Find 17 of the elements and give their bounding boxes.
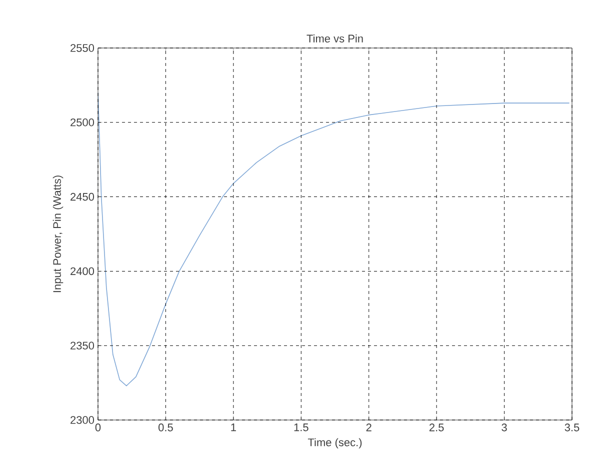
y-tick-label: 2350: [70, 342, 94, 350]
y-axis-title: Input Power, Pin (Watts): [52, 176, 64, 292]
x-tick-label: 2.5: [429, 424, 444, 432]
x-tick-label: 1.5: [294, 424, 308, 432]
x-tick-label: 0: [95, 424, 101, 432]
y-tick-label: 2450: [70, 192, 94, 201]
y-tick-label: 2300: [70, 416, 94, 424]
y-tick-label: 2400: [70, 267, 94, 276]
y-tick-label: 2500: [70, 118, 94, 126]
x-tick-label: 3.5: [564, 424, 580, 432]
chart-title: Time vs Pin: [306, 34, 363, 42]
x-tick-label: 1: [231, 424, 236, 432]
x-axis-title: Time (sec.): [308, 438, 362, 448]
x-tick-label: 2: [366, 424, 372, 432]
y-tick-label: 2550: [70, 44, 94, 52]
x-tick-label: 0.5: [158, 424, 173, 432]
x-tick-label: 3: [502, 424, 507, 432]
